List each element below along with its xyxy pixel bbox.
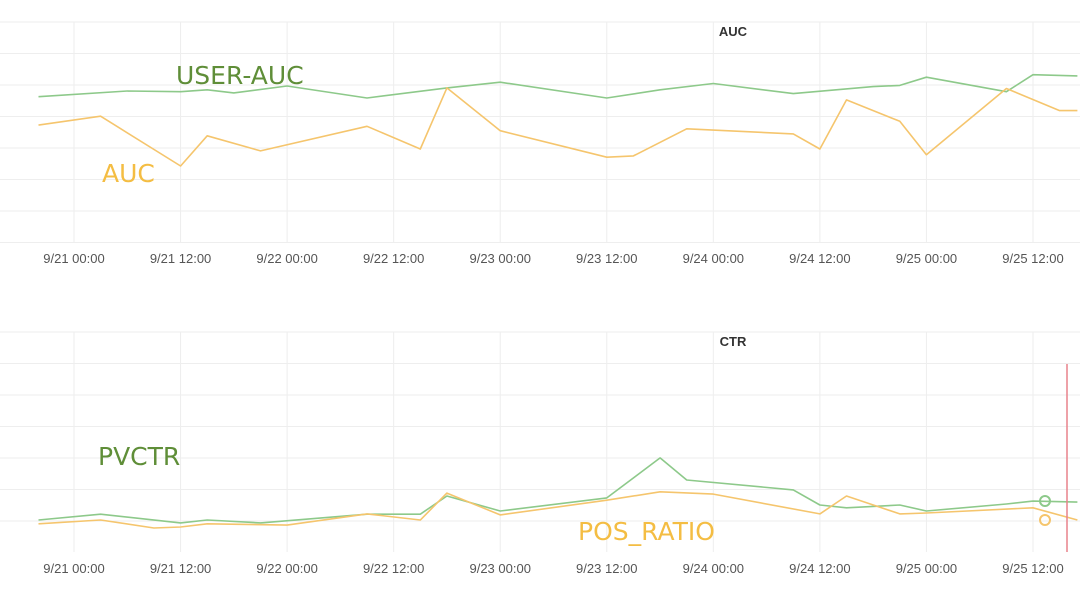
ctr-panel: CTR 9/21 00:00 9/21 12:00 9/22 00:00 9/22 12… (0, 331, 1080, 576)
x-tick-label: 9/25 00:00 (896, 251, 957, 266)
series-line-auc[interactable] (38, 87, 1078, 167)
x-tick-label: 9/25 12:00 (1002, 561, 1063, 576)
pos-ratio-hover-marker[interactable] (1039, 514, 1051, 526)
x-tick-label: 9/21 12:00 (150, 561, 211, 576)
series-line-pos-ratio[interactable] (38, 490, 1078, 529)
x-tick-label: 9/24 00:00 (683, 561, 744, 576)
x-tick-label: 9/22 12:00 (363, 251, 424, 266)
x-tick-label: 9/24 12:00 (789, 561, 850, 576)
auc-panel: AUC 9/21 00:00 9/21 12:00 9/22 00:00 9/22 12… (0, 21, 1080, 266)
x-tick-label: 9/21 12:00 (150, 251, 211, 266)
x-tick-label: 9/22 00:00 (256, 561, 317, 576)
x-tick-label: 9/25 00:00 (896, 561, 957, 576)
chart-title: CTR (720, 334, 747, 349)
x-tick-label: 9/23 12:00 (576, 561, 637, 576)
x-tick-label: 9/23 12:00 (576, 251, 637, 266)
x-tick-label: 9/24 12:00 (789, 251, 850, 266)
series-line-user-auc[interactable] (38, 73, 1078, 99)
chart-title: AUC (719, 24, 748, 39)
pos-ratio-annotation: POS_RATIO (578, 517, 715, 546)
user-auc-annotation: USER-AUC (176, 61, 304, 90)
pvctr-hover-marker[interactable] (1039, 495, 1051, 507)
auc-annotation: AUC (102, 159, 155, 188)
x-tick-label: 9/25 12:00 (1002, 251, 1063, 266)
x-tick-label: 9/21 00:00 (43, 561, 104, 576)
x-tick-label: 9/23 00:00 (469, 251, 530, 266)
pvctr-annotation: PVCTR (98, 442, 180, 471)
x-tick-label: 9/24 00:00 (683, 251, 744, 266)
x-tick-label: 9/21 00:00 (43, 251, 104, 266)
x-tick-label: 9/22 00:00 (256, 251, 317, 266)
x-tick-label: 9/22 12:00 (363, 561, 424, 576)
x-tick-label: 9/23 00:00 (469, 561, 530, 576)
series-line-pvctr[interactable] (38, 457, 1078, 524)
